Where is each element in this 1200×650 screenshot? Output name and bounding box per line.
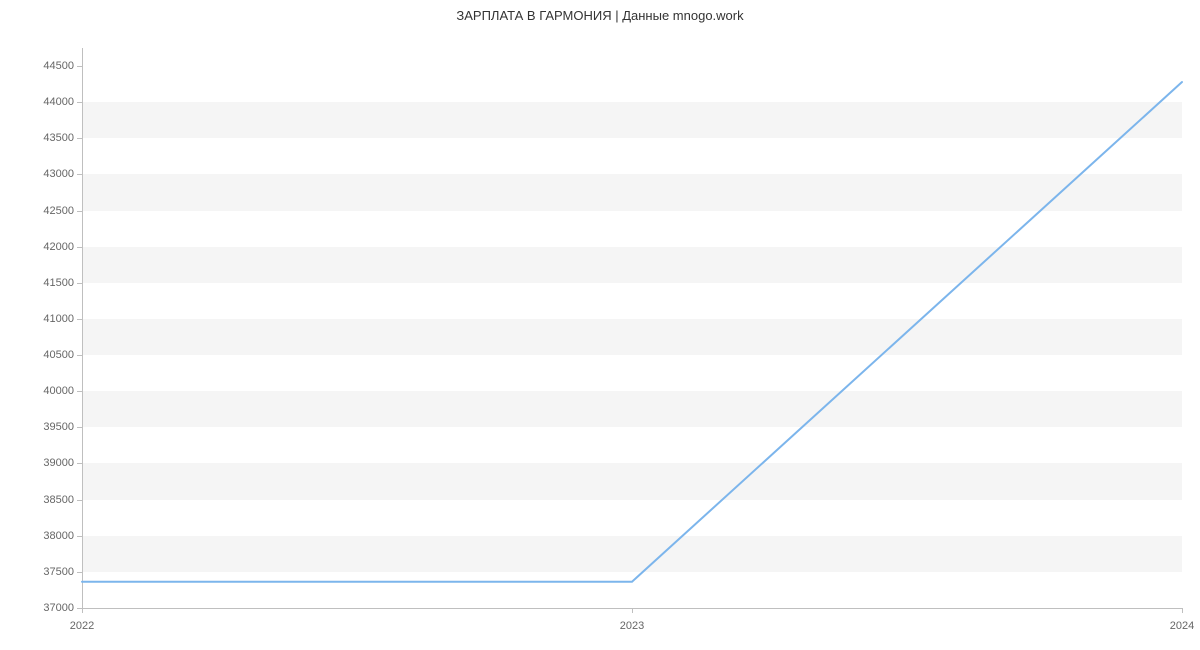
- y-tick-label: 39000: [43, 457, 74, 469]
- x-tick-mark: [82, 608, 83, 613]
- y-tick-label: 41500: [43, 277, 74, 289]
- series-layer: [82, 48, 1182, 608]
- y-tick-label: 40500: [43, 349, 74, 361]
- y-tick-label: 41000: [43, 313, 74, 325]
- plot-area: 3700037500380003850039000395004000040500…: [82, 48, 1182, 608]
- x-tick-mark: [1182, 608, 1183, 613]
- y-tick-label: 44500: [43, 60, 74, 72]
- chart-title: ЗАРПЛАТА В ГАРМОНИЯ | Данные mnogo.work: [0, 8, 1200, 23]
- y-tick-label: 38000: [43, 530, 74, 542]
- salary-line-chart: ЗАРПЛАТА В ГАРМОНИЯ | Данные mnogo.work …: [0, 0, 1200, 650]
- y-tick-label: 37000: [43, 602, 74, 614]
- series-line-salary: [82, 82, 1182, 582]
- y-tick-label: 43000: [43, 168, 74, 180]
- y-tick-label: 37500: [43, 566, 74, 578]
- y-tick-label: 40000: [43, 385, 74, 397]
- x-tick-mark: [632, 608, 633, 613]
- y-tick-label: 44000: [43, 96, 74, 108]
- x-tick-label: 2024: [1170, 620, 1194, 632]
- x-tick-label: 2023: [620, 620, 644, 632]
- y-tick-label: 42000: [43, 241, 74, 253]
- y-tick-label: 38500: [43, 494, 74, 506]
- y-tick-label: 42500: [43, 205, 74, 217]
- y-tick-label: 43500: [43, 132, 74, 144]
- y-tick-label: 39500: [43, 421, 74, 433]
- x-tick-label: 2022: [70, 620, 94, 632]
